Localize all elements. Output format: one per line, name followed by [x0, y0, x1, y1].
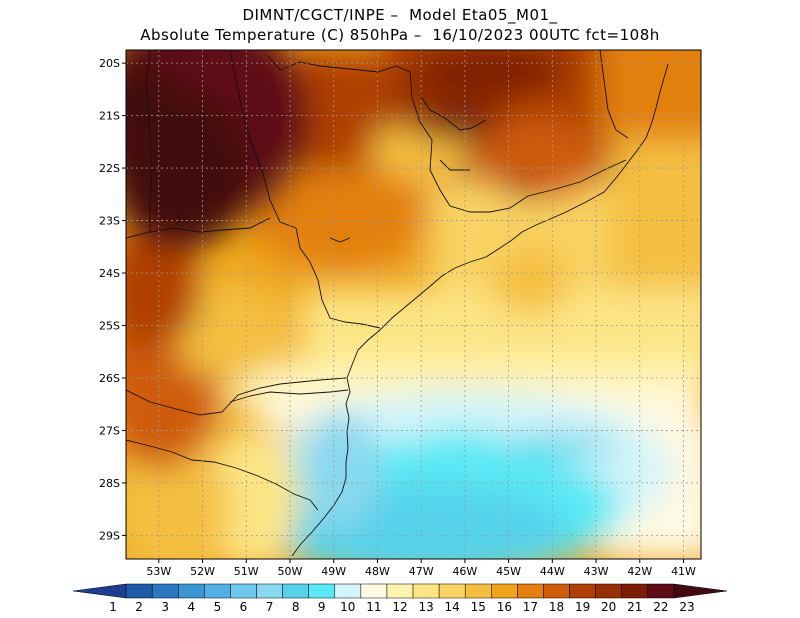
border-mg-es — [599, 50, 629, 139]
lat-tick-label: 20S — [99, 57, 120, 70]
colorbar-segment — [334, 583, 362, 599]
colorbar-label: 5 — [214, 600, 222, 614]
lat-tick-label: 28S — [99, 477, 120, 490]
colorbar-segment — [125, 583, 153, 599]
colorbar-label: 20 — [601, 600, 616, 614]
colorbar-segment — [230, 583, 257, 599]
colorbar-segment — [282, 583, 309, 599]
border-sc-pr — [229, 389, 349, 403]
colorbar-label: 23 — [679, 600, 694, 614]
colorbar-label: 12 — [392, 600, 407, 614]
colorbar-label: 1 — [109, 600, 117, 614]
lat-tick-label: 27S — [99, 424, 120, 437]
colorbar-segment — [517, 583, 544, 599]
coastline-borders — [126, 50, 669, 557]
colorbar-segment — [491, 583, 518, 599]
border-sp-mg — [267, 55, 511, 213]
lat-tick-label: 21S — [99, 110, 120, 123]
map-title-line2: Absolute Temperature (C) 850hPa – 16/10/… — [140, 26, 660, 44]
colorbar-segment — [256, 583, 283, 599]
colorbar-label: 15 — [471, 600, 486, 614]
colorbar-label: 16 — [497, 600, 512, 614]
border-pr-sp — [295, 227, 381, 329]
colorbar-segment — [621, 583, 649, 599]
colorbar-label: 19 — [575, 600, 590, 614]
border-rs-sc — [126, 439, 319, 511]
lon-tick-label: 43W — [584, 565, 609, 578]
colorbar-label: 4 — [187, 600, 195, 614]
lon-tick-label: 49W — [321, 565, 346, 578]
colorbar-label: 6 — [240, 600, 248, 614]
lat-tick-label: 22S — [99, 162, 120, 175]
border-ms — [145, 50, 153, 232]
lon-tick-label: 48W — [365, 565, 390, 578]
lon-tick-label: 41W — [671, 565, 696, 578]
lat-tick-label: 26S — [99, 372, 120, 385]
colorbar-label: 18 — [549, 600, 564, 614]
lat-tick-label: 24S — [99, 267, 120, 280]
colorbar-label: 17 — [523, 600, 538, 614]
colorbar-label: 7 — [266, 600, 274, 614]
lon-tick-label: 50W — [278, 565, 303, 578]
colorbar-label: 14 — [445, 600, 460, 614]
rivers-mg — [329, 94, 487, 243]
border-ms-west — [229, 50, 297, 229]
colorbar-segment — [569, 583, 596, 599]
lon-tick-label: 45W — [496, 565, 521, 578]
lat-tick-label: 23S — [99, 215, 120, 228]
colorbar-label: 22 — [653, 600, 668, 614]
colorbar: 1 2 3 4 5 6 7 8 9 10 11 12 13 14 15 16 17 18 19 20 21 22 23 — [72, 583, 728, 614]
colorbar-segment — [360, 583, 388, 599]
colorbar-segment — [204, 583, 231, 599]
colorbar-segment — [647, 583, 675, 599]
lon-tick-label: 46W — [452, 565, 477, 578]
colorbar-segment — [673, 583, 728, 599]
colorbar-segment — [543, 583, 570, 599]
colorbar-segment — [464, 583, 492, 599]
colorbar-segment — [72, 583, 127, 599]
colorbar-label: 21 — [627, 600, 642, 614]
colorbar-label: 3 — [161, 600, 169, 614]
colorbar-label: 13 — [418, 600, 433, 614]
colorbar-segment — [151, 583, 179, 599]
colorbar-label: 8 — [292, 600, 300, 614]
colorbar-segment — [412, 583, 440, 599]
lon-tick-label: 47W — [409, 565, 434, 578]
temperature-field — [126, 50, 701, 559]
lon-tick-label: 44W — [540, 565, 565, 578]
lon-tick-label: 52W — [190, 565, 215, 578]
lon-tick-label: 51W — [234, 565, 259, 578]
atlantic-coastline — [291, 63, 669, 557]
border-southwest — [126, 377, 347, 416]
lon-tick-label: 42W — [627, 565, 652, 578]
gridlines — [126, 50, 701, 559]
map-title-line1: DIMNT/CGCT/INPE – Model Eta05_M01_ — [242, 6, 558, 24]
colorbar-segment — [178, 583, 205, 599]
axis-ticks: 20S 21S 22S 23S 24S 25S 26S 27S 28S 29S 53W 52W 51W 5… — [99, 57, 696, 578]
colorbar-label: 9 — [318, 600, 326, 614]
colorbar-label: 11 — [366, 600, 381, 614]
colorbar-segment — [438, 583, 466, 599]
colorbar-label: 10 — [340, 600, 355, 614]
lat-tick-label: 29S — [99, 529, 120, 542]
colorbar-segment — [386, 583, 414, 599]
colorbar-label: 2 — [135, 600, 143, 614]
plot-frame — [125, 49, 702, 560]
lon-tick-label: 53W — [146, 565, 171, 578]
lat-tick-label: 25S — [99, 319, 120, 332]
colorbar-segment — [595, 583, 622, 599]
colorbar-segment — [308, 583, 336, 599]
